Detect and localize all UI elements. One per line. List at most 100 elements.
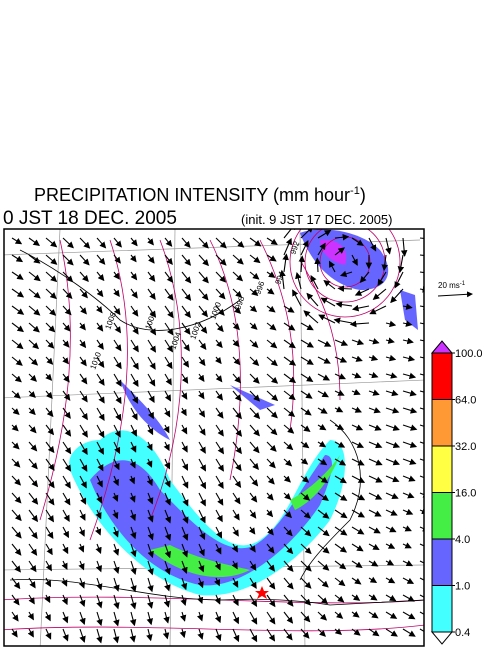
wind-arrow [29, 527, 37, 538]
wind-arrow [199, 306, 207, 316]
isobar-label: 1006 [143, 310, 158, 330]
wind-arrow [386, 357, 395, 360]
wind-arrow [267, 306, 275, 312]
wind-arrow [12, 289, 23, 297]
wind-arrow [301, 374, 312, 381]
wind-arrow [216, 289, 225, 299]
wind-arrow [165, 238, 172, 246]
wind-arrow [284, 459, 291, 466]
wind-arrow [97, 578, 101, 589]
wind-arrow [165, 629, 167, 638]
wind-arrow [233, 510, 239, 520]
wind-arrow [352, 340, 363, 344]
wind-arrow [63, 476, 70, 488]
colorbar-label: 32.0 [455, 441, 476, 453]
wind-arrow [97, 255, 105, 264]
wind-arrow [369, 340, 379, 343]
wind-arrow [216, 374, 222, 381]
wind-arrow [63, 340, 69, 347]
wind-arrow [233, 527, 238, 536]
colorbar-label: 0.4 [455, 627, 470, 639]
wind-arrow [165, 612, 168, 623]
wind-arrow [420, 629, 432, 636]
isobar-label: 1002 [188, 320, 203, 340]
wind-arrow [301, 340, 313, 347]
wind-arrow [335, 374, 345, 379]
wind-arrow [29, 425, 36, 433]
wind-arrow [369, 425, 381, 430]
wind-arrow [250, 425, 259, 436]
wind-arrow [250, 408, 259, 418]
wind-arrow [335, 561, 345, 569]
wind-arrow [233, 272, 242, 281]
wind-arrow [352, 476, 364, 482]
wind-arrow [97, 544, 101, 553]
wind-arrow [284, 254, 286, 272]
wind-arrow [12, 357, 22, 365]
colorbar-segment [432, 539, 452, 586]
wind-arrow [46, 323, 55, 332]
wind-arrow [63, 493, 70, 505]
wind-arrow [335, 629, 341, 634]
wind-arrow [199, 612, 202, 620]
wind-arrow [199, 408, 204, 417]
wind-arrow [80, 612, 84, 624]
reference-arrow [438, 294, 472, 296]
wind-arrow [216, 459, 223, 471]
wind-arrow [97, 306, 102, 313]
wind-arrow [250, 629, 257, 641]
wind-arrow [114, 374, 121, 386]
wind-arrow [250, 493, 257, 502]
wind-arrow [12, 306, 23, 314]
wind-arrow [199, 238, 208, 248]
wind-arrow [386, 425, 399, 430]
wind-arrow [131, 306, 138, 316]
wind-arrow [80, 255, 89, 265]
wind-arrow [250, 272, 259, 279]
wind-arrow [80, 357, 86, 365]
wind-arrow [403, 578, 413, 583]
wind-arrow [29, 374, 36, 381]
wind-arrow [250, 306, 256, 311]
wind-arrow [182, 425, 187, 433]
wind-arrow [369, 493, 381, 499]
wind-arrow [12, 493, 21, 503]
wind-arrow [182, 272, 191, 283]
wind-arrow [216, 595, 220, 604]
wind-arrow [182, 629, 184, 637]
wind-arrow [301, 612, 310, 622]
wind-arrow [267, 493, 273, 500]
wind-arrow [199, 255, 208, 265]
wind-arrow [420, 408, 433, 412]
wind-arrow [233, 629, 238, 641]
wind-arrow [46, 527, 53, 538]
colorbar-over [432, 341, 452, 353]
wind-arrow [216, 425, 223, 436]
wind-arrow [420, 374, 433, 377]
wind-arrow [403, 442, 416, 447]
location-star [255, 586, 269, 599]
wind-arrow [165, 357, 172, 368]
wind-arrow [199, 425, 205, 435]
wind-arrow [335, 425, 343, 429]
wind-arrow [131, 289, 137, 298]
wind-arrow [46, 374, 51, 380]
wind-arrow [267, 340, 276, 348]
wind-arrow [80, 306, 86, 314]
wind-arrow [80, 561, 84, 569]
wind-arrow [131, 629, 134, 642]
wind-arrow [182, 357, 188, 367]
wind-arrow [29, 357, 37, 365]
wind-arrow [420, 425, 433, 429]
wind-arrow [80, 340, 85, 347]
wind-arrow [267, 391, 277, 400]
wind-arrow [80, 510, 85, 520]
wind-arrow [284, 578, 293, 589]
wind-arrow [353, 306, 369, 309]
wind-arrow [369, 374, 377, 377]
wind-arrow [386, 612, 396, 618]
wind-arrow [250, 340, 258, 347]
wind-arrow [267, 442, 276, 451]
wind-arrow [420, 323, 430, 325]
